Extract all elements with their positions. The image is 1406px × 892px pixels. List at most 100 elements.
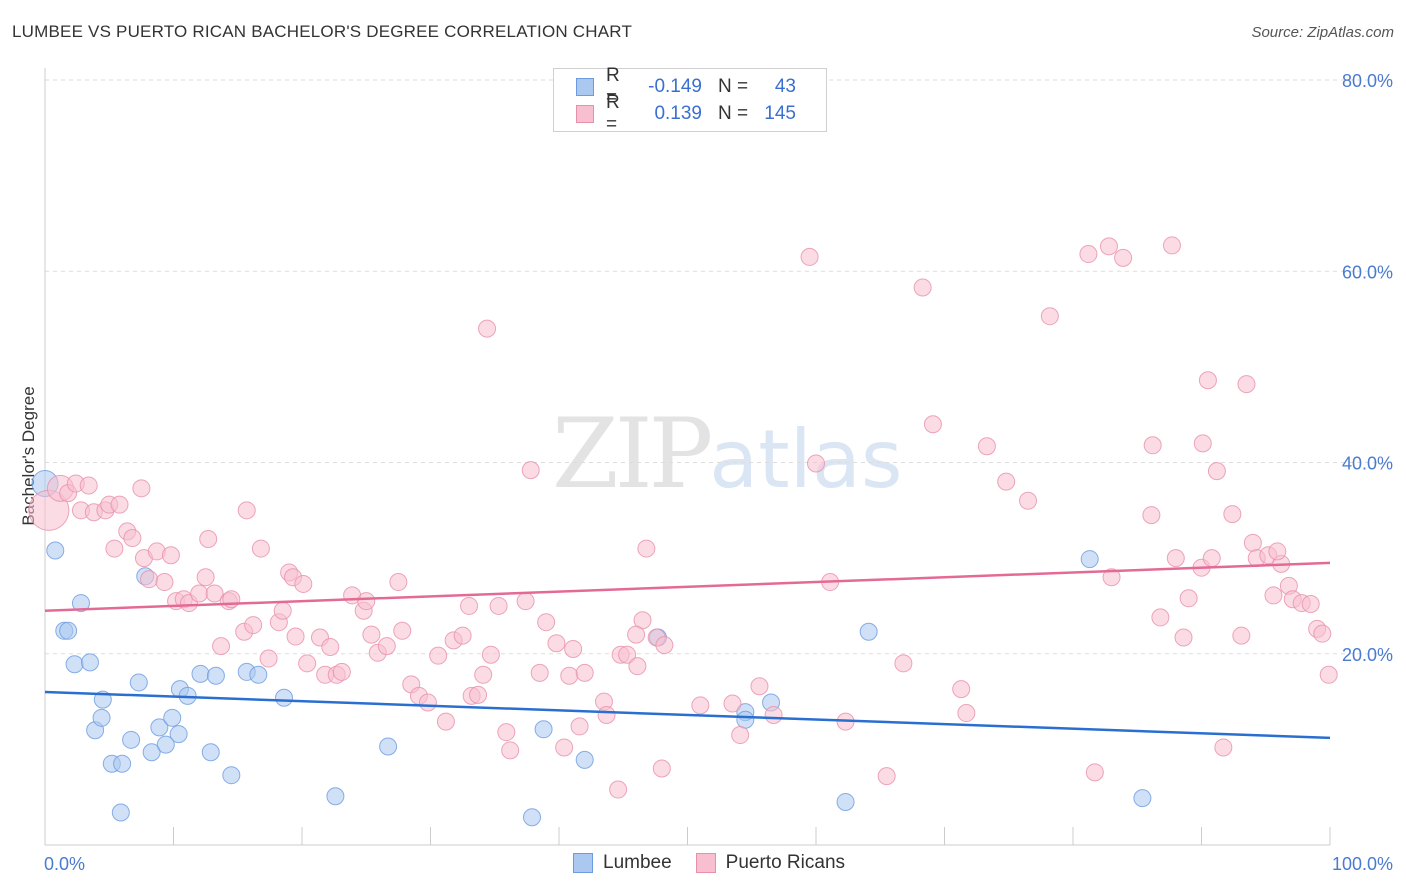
- puerto-rican-point: [501, 741, 520, 760]
- x-tick-label: 100.0%: [1332, 854, 1393, 874]
- zipatlas-watermark: ZIPatlas: [552, 398, 903, 510]
- puerto-rican-point: [807, 454, 825, 473]
- puerto-rican-point: [436, 712, 455, 731]
- puerto-rican-point: [1214, 738, 1233, 757]
- lumbee-point: [191, 664, 210, 683]
- puerto-rican-point: [1223, 505, 1242, 524]
- legend-n-label: N =: [718, 76, 749, 97]
- legend-r-value: -0.149: [648, 76, 702, 97]
- puerto-rican-point: [205, 584, 224, 603]
- lumbee-point: [156, 735, 175, 754]
- puerto-rican-point: [212, 637, 231, 656]
- puerto-rican-point: [453, 626, 472, 645]
- puerto-rican-point: [1243, 533, 1262, 552]
- legend-r-value: 0.139: [654, 103, 702, 124]
- legend-row-lumbee: R = -0.149 N = 43: [576, 65, 796, 108]
- lumbee-point: [1080, 550, 1099, 569]
- puerto-rican-point: [244, 616, 263, 635]
- puerto-rican-point: [530, 663, 549, 682]
- puerto-rican-point: [652, 759, 671, 778]
- puerto-rican-point: [190, 584, 209, 603]
- puerto-rican-point: [957, 704, 976, 723]
- puerto-rican-point: [521, 461, 540, 480]
- y-tick-label: 40.0%: [1342, 454, 1393, 474]
- lumbee-point: [836, 792, 855, 811]
- puerto-rican-point: [294, 574, 313, 593]
- puerto-rican-point: [251, 539, 270, 558]
- lumbee-point: [92, 708, 111, 727]
- puerto-rican-point: [877, 767, 896, 786]
- puerto-rican-point: [913, 278, 932, 297]
- puerto-rican-point: [469, 685, 488, 704]
- correlation-legend: R = -0.149 N = 43 R = 0.139 N = 145: [553, 65, 827, 135]
- puerto-rican-point: [1040, 307, 1059, 326]
- legend-swatch-puerto-ricans: [576, 105, 594, 123]
- puerto-rican-point: [628, 657, 647, 676]
- puerto-rican-point: [474, 665, 493, 684]
- puerto-rican-point: [105, 539, 124, 558]
- puerto-rican-point: [570, 717, 589, 736]
- legend-item-puerto-ricans[interactable]: Puerto Ricans: [695, 852, 845, 874]
- puerto-rican-point: [1142, 506, 1161, 525]
- puerto-rican-point: [1166, 549, 1185, 568]
- puerto-rican-point: [79, 476, 98, 495]
- puerto-rican-point: [537, 613, 556, 632]
- puerto-rican-point: [750, 677, 769, 696]
- puerto-rican-point: [1079, 245, 1098, 264]
- lumbee-point: [379, 737, 398, 756]
- legend-r-label: R =: [606, 65, 620, 108]
- legend-item-lumbee[interactable]: Lumbee: [573, 852, 672, 874]
- puerto-rican-point: [273, 601, 292, 620]
- puerto-rican-point: [1179, 589, 1198, 608]
- legend-swatch-lumbee: [573, 853, 593, 873]
- puerto-rican-point: [123, 529, 142, 548]
- puerto-rican-point: [1162, 236, 1181, 255]
- puerto-rican-point: [516, 592, 535, 611]
- watermark-atlas: atlas: [709, 413, 903, 506]
- legend-row-puerto-ricans: R = 0.139 N = 145: [576, 92, 796, 135]
- puerto-rican-point: [1085, 763, 1104, 782]
- puerto-rican-point: [478, 319, 497, 338]
- puerto-rican-point: [161, 546, 180, 565]
- series-legend: Lumbee Puerto Ricans: [573, 852, 869, 874]
- puerto-rican-point: [357, 592, 376, 611]
- puerto-rican-point: [952, 680, 971, 699]
- puerto-rican-point: [429, 646, 448, 665]
- puerto-rican-trend-line: [44, 561, 1331, 612]
- lumbee-point: [326, 787, 345, 806]
- y-axis-title: Bachelor's Degree: [19, 386, 38, 525]
- puerto-rican-point: [609, 780, 628, 799]
- lumbee-point: [46, 541, 65, 560]
- puerto-rican-point: [321, 638, 340, 657]
- lumbee-point: [129, 673, 148, 692]
- y-tick-label: 20.0%: [1342, 645, 1393, 665]
- legend-n-value: 145: [764, 103, 796, 124]
- lumbee-point: [275, 688, 294, 707]
- puerto-rican-point: [460, 596, 479, 615]
- puerto-rican-point: [1268, 542, 1287, 561]
- lumbee-point: [1133, 789, 1152, 808]
- lumbee-point: [150, 718, 169, 737]
- puerto-rican-point: [418, 693, 437, 712]
- puerto-rican-point: [1193, 434, 1212, 453]
- puerto-rican-point: [286, 627, 305, 646]
- watermark-zip: ZIP: [552, 398, 713, 510]
- puerto-rican-point: [155, 573, 174, 592]
- puerto-rican-point: [1207, 462, 1226, 481]
- puerto-rican-point: [764, 705, 783, 724]
- legend-swatch-puerto-ricans: [695, 853, 716, 873]
- lumbee-point: [534, 720, 553, 739]
- puerto-rican-point: [894, 654, 913, 673]
- puerto-rican-point: [597, 705, 616, 724]
- puerto-rican-point: [393, 621, 412, 640]
- lumbee-point: [201, 743, 220, 762]
- lumbee-point: [222, 766, 241, 785]
- puerto-rican-point: [259, 649, 278, 668]
- legend-swatch-lumbee: [576, 78, 594, 96]
- puerto-rican-point: [389, 573, 408, 592]
- puerto-rican-point: [140, 570, 159, 589]
- puerto-rican-point: [199, 530, 218, 548]
- puerto-rican-point: [1019, 491, 1038, 510]
- puerto-rican-point: [637, 539, 656, 558]
